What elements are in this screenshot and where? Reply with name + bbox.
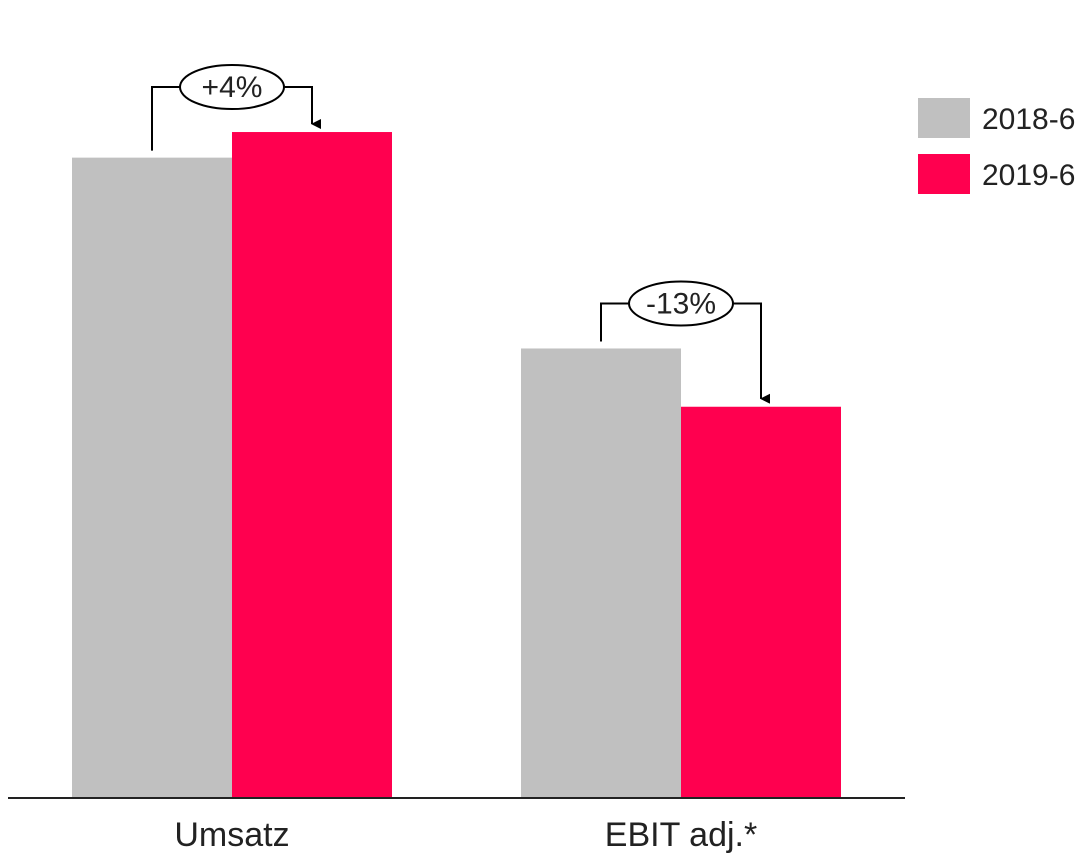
legend-swatch-2018-6 [918, 98, 970, 138]
legend: 2018-6 2019-6 [918, 98, 1075, 194]
legend-swatch-2019-6 [918, 154, 970, 194]
change-ellipse [179, 64, 285, 111]
bar-ebit-2019-6 [681, 406, 841, 798]
bar-umsatz-2019-6 [232, 132, 392, 798]
change-annotations: +4% -13% [151, 64, 770, 404]
bar-umsatz-2018-6 [72, 157, 232, 799]
bar-ebit-2018-6 [521, 348, 681, 798]
legend-label-2018-6: 2018-6 [982, 103, 1075, 136]
change-label: -13% [646, 287, 716, 320]
change-label: +4% [202, 71, 263, 104]
category-labels: Umsatz EBIT adj.* [174, 816, 757, 854]
category-label: Umsatz [174, 816, 289, 854]
change-ellipse [628, 280, 734, 327]
bars-group [72, 132, 841, 799]
legend-label-2019-6: 2019-6 [982, 159, 1075, 192]
category-label: EBIT adj.* [605, 816, 757, 854]
